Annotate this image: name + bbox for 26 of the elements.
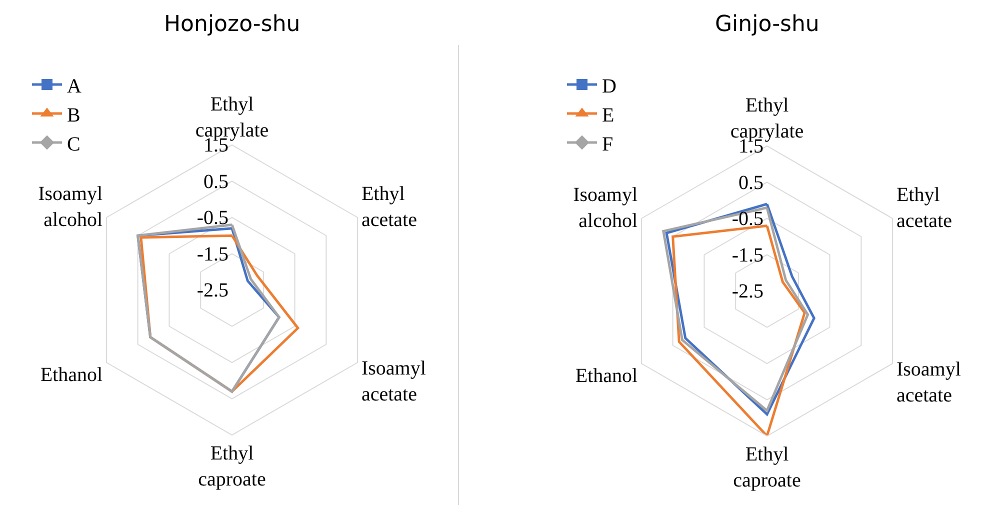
legend-label: C <box>67 133 80 156</box>
chart-title: Ginjo-shu <box>715 12 820 37</box>
legend-label: A <box>67 75 82 98</box>
y-tick-label: -1.5 <box>196 243 228 266</box>
y-tick-label: -2.5 <box>196 280 228 302</box>
y-tick-label: 0.5 <box>204 170 228 193</box>
legend-label: B <box>67 104 80 126</box>
spoke-label: Isoamyl alcohol <box>573 184 638 232</box>
spoke-label: Ethanol <box>40 364 103 386</box>
spoke-label: Ethyl acetate <box>896 184 952 232</box>
spoke-label: Ethyl caproate <box>198 442 266 490</box>
spoke-label: Isoamyl acetate <box>361 357 426 406</box>
legend-label: E <box>602 104 614 126</box>
spoke-label: Isoamyl acetate <box>896 358 962 406</box>
spoke-label: Isoamyl alcohol <box>38 182 103 231</box>
y-tick-label: -0.5 <box>732 208 764 230</box>
y-tick-label: 0.5 <box>738 172 764 194</box>
legend-label: F <box>602 133 614 156</box>
legend-label: D <box>602 75 616 98</box>
y-tick-label: -0.5 <box>196 207 228 229</box>
spoke-label: Ethyl caproate <box>733 444 801 492</box>
y-tick-label: -2.5 <box>732 280 764 302</box>
spoke-label: Ethyl acetate <box>361 182 418 231</box>
spoke-label: Ethanol <box>575 364 638 387</box>
chart-title: Honjozo-shu <box>164 12 300 37</box>
y-tick-label: -1.5 <box>732 244 764 266</box>
